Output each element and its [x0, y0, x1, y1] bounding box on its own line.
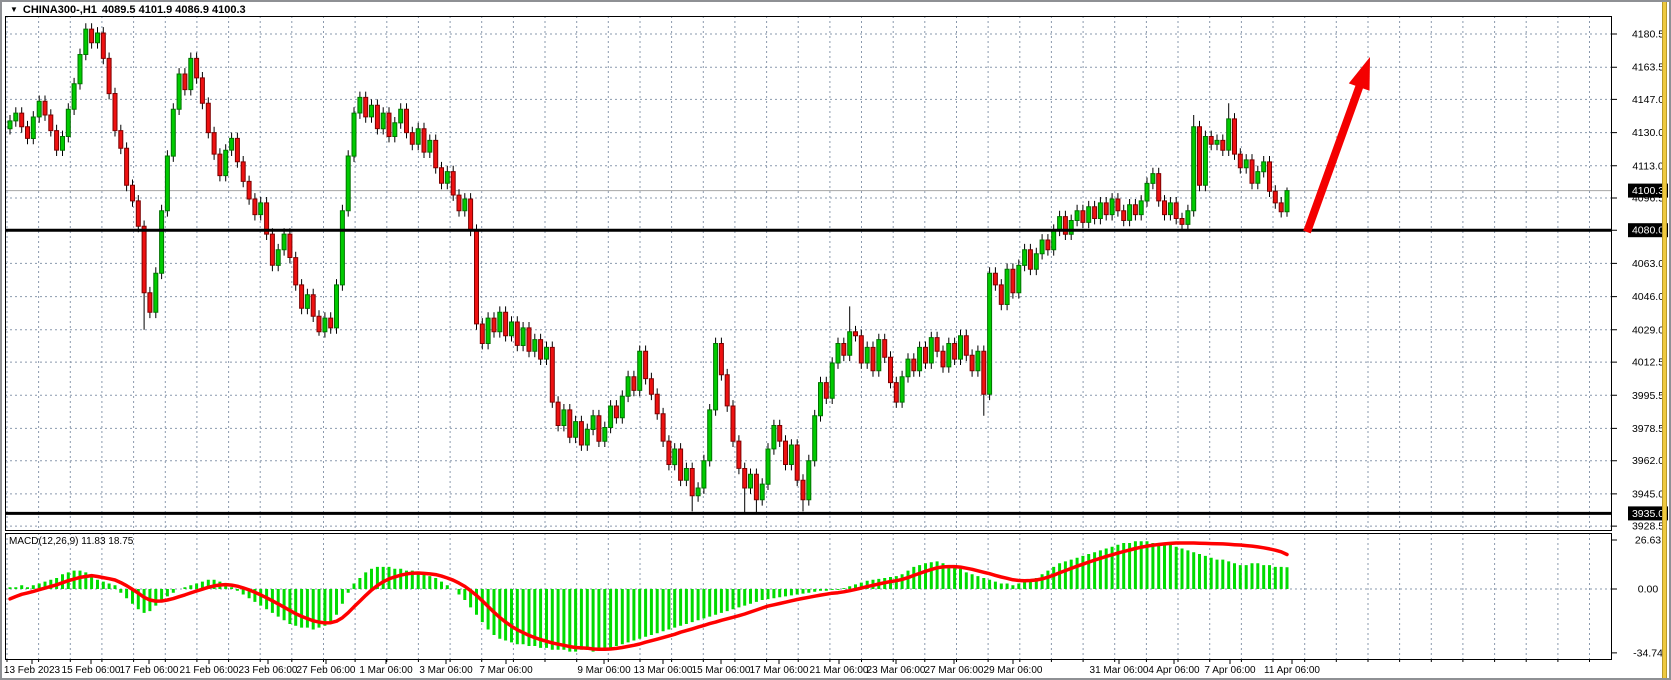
macd-axis-tick: 0.00	[1638, 584, 1659, 596]
price-axis-tick: 4029.0	[1632, 324, 1664, 336]
price-badge: 3935.0	[1628, 506, 1668, 521]
svg-text:3935.0: 3935.0	[1632, 508, 1664, 520]
price-axis-tick: 4012.5	[1632, 357, 1664, 369]
time-axis-label: 15 Feb 06:00	[62, 665, 121, 676]
trend-arrow-annotation[interactable]	[1303, 57, 1370, 234]
macd-indicator-label: MACD(12,26,9) 11.83 18.75	[9, 536, 133, 547]
time-axis-label: 17 Mar 06:00	[750, 665, 809, 676]
macd-axis-tick: -34.74	[1633, 647, 1663, 659]
time-axis-label: 23 Mar 06:00	[867, 665, 926, 676]
window-edge-strip[interactable]	[1662, 2, 1667, 678]
grid-horizontal	[5, 33, 1612, 590]
price-axis-tick: 4180.5	[1632, 29, 1664, 41]
time-axis-label: 4 Apr 06:00	[1148, 665, 1200, 676]
price-axis-tick: 4046.0	[1632, 291, 1664, 303]
time-axis-label: 23 Feb 06:00	[239, 665, 298, 676]
svg-text:4080.0: 4080.0	[1632, 225, 1664, 237]
price-badge: 4100.3	[1628, 183, 1668, 198]
macd-pane-frame	[5, 533, 1612, 660]
time-axis-label: 27 Mar 06:00	[925, 665, 984, 676]
price-axis-tick: 4147.0	[1632, 94, 1664, 106]
price-axis-tick: 4163.5	[1632, 62, 1664, 74]
time-axis-label: 9 Mar 06:00	[577, 665, 631, 676]
price-axis-tick: 3945.0	[1632, 488, 1664, 500]
macd-current-values: 11.83 18.75	[81, 536, 134, 547]
symbol-timeframe-label: CHINA300-,H1	[22, 4, 97, 16]
candles-bullish	[7, 28, 1290, 501]
time-axis-label: 13 Feb 2023	[4, 665, 61, 676]
price-axis-tick: 3978.5	[1632, 423, 1664, 435]
time-axis-label: 3 Mar 06:00	[419, 665, 473, 676]
time-axis-label: 31 Mar 06:00	[1090, 665, 1149, 676]
time-axis[interactable]: 13 Feb 2023 15 Feb 06:00 17 Feb 06:00 21 Fe…	[4, 659, 1590, 676]
candles-bearish	[19, 28, 1284, 501]
price-axis-tick: 3995.5	[1632, 390, 1664, 402]
ohlc-values: 4089.5 4101.9 4086.9 4100.3	[101, 4, 246, 16]
main-pane-frame	[5, 16, 1612, 531]
time-axis-label: 7 Apr 06:00	[1204, 665, 1256, 676]
time-axis-label: 15 Mar 06:00	[692, 665, 751, 676]
macd-signal-line	[8, 541, 1289, 651]
price-axis[interactable]: 4180.54163.54147.04130.04113.04096.54080…	[1612, 29, 1664, 660]
price-axis-tick: 4113.0	[1632, 160, 1663, 172]
grid-vertical	[6, 16, 1590, 659]
macd-axis-tick: 26.63	[1635, 535, 1661, 547]
price-axis-tick: 3928.5	[1632, 521, 1664, 533]
time-axis-label: 13 Mar 06:00	[634, 665, 693, 676]
price-axis-tick: 3962.0	[1632, 455, 1664, 467]
time-axis-label: 29 Mar 06:00	[984, 665, 1043, 676]
symbol-dropdown-icon[interactable]: ▼	[10, 5, 18, 14]
time-axis-label: 21 Mar 06:00	[810, 665, 869, 676]
svg-text:4100.3: 4100.3	[1632, 185, 1664, 197]
macd-name: MACD(12,26,9)	[9, 536, 79, 547]
chart-title-bar: ▼ CHINA300-,H1 4089.5 4101.9 4086.9 4100…	[10, 4, 246, 16]
time-axis-label: 27 Feb 06:00	[297, 665, 356, 676]
price-badge: 4080.0	[1628, 223, 1668, 238]
time-axis-label: 7 Mar 06:00	[479, 665, 533, 676]
time-axis-label: 21 Feb 06:00	[180, 665, 239, 676]
time-axis-label: 1 Mar 06:00	[359, 665, 413, 676]
time-axis-label: 11 Apr 06:00	[1264, 665, 1320, 676]
time-axis-label: 17 Feb 06:00	[120, 665, 179, 676]
price-axis-tick: 4130.0	[1632, 127, 1664, 139]
price-axis-tick: 4063.0	[1632, 258, 1664, 270]
